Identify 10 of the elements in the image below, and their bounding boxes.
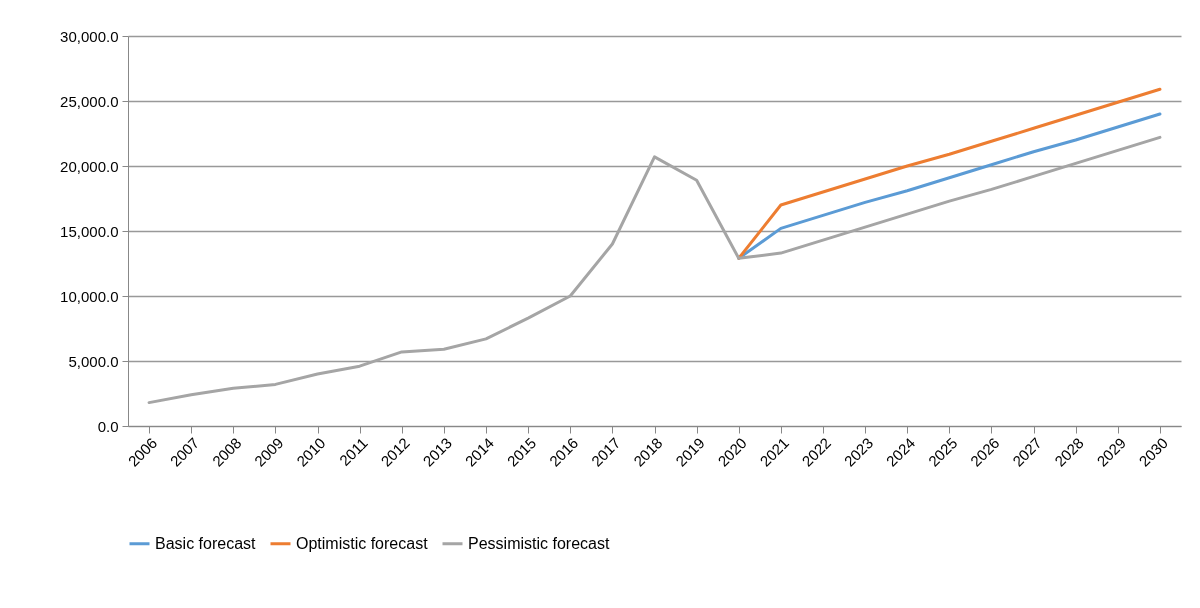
y-tick-label: 0.0 <box>97 417 119 435</box>
y-tick-label: 20,000.0 <box>60 157 119 175</box>
y-tick-label: 5,000.0 <box>68 352 119 370</box>
legend-label: Basic forecast <box>155 534 257 552</box>
legend-label: Optimistic forecast <box>296 534 429 552</box>
y-tick-label: 10,000.0 <box>60 287 119 305</box>
legend-label: Pessimistic forecast <box>468 534 610 552</box>
y-tick-label: 25,000.0 <box>60 92 119 110</box>
y-tick-label: 15,000.0 <box>60 222 119 240</box>
y-tick-label: 30,000.0 <box>60 27 119 45</box>
